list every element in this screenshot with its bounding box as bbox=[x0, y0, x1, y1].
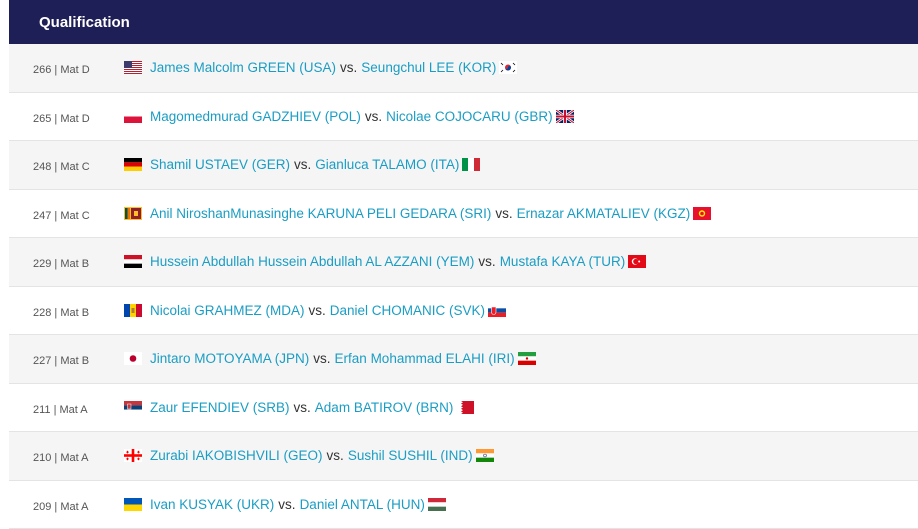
athlete-a-link[interactable]: Zurabi IAKOBISHVILI (GEO) bbox=[150, 448, 323, 463]
versus-label: vs. bbox=[313, 351, 330, 366]
ita-flag-icon bbox=[462, 158, 480, 171]
bout-row: 227 | Mat B Jintaro MOTOYAMA (JPN) vs. Erfa… bbox=[9, 335, 918, 384]
tur-flag-icon bbox=[628, 255, 646, 268]
bout-match: Nicolai GRAHMEZ (MDA) vs. Daniel CHOMANIC … bbox=[124, 303, 506, 318]
bout-match: Hussein Abdullah Hussein Abdullah AL AZZ… bbox=[124, 254, 646, 269]
athlete-a-link[interactable]: Ivan KUSYAK (UKR) bbox=[150, 497, 274, 512]
bout-number-mat: 248 | Mat C bbox=[9, 161, 124, 173]
athlete-b-link[interactable]: Erfan Mohammad ELAHI (IRI) bbox=[335, 351, 515, 366]
athlete-b-link[interactable]: Seungchul LEE (KOR) bbox=[361, 60, 496, 75]
ind-flag-icon bbox=[476, 449, 494, 462]
bout-match: Shamil USTAEV (GER) vs. Gianluca TALAMO (I… bbox=[124, 157, 480, 172]
kgz-flag-icon bbox=[693, 207, 711, 220]
athlete-a-link[interactable]: Nicolai GRAHMEZ (MDA) bbox=[150, 303, 305, 318]
bout-row: 247 | Mat C Anil NiroshanMunasinghe KARUN… bbox=[9, 190, 918, 239]
bout-row: 228 | Mat B Nicolai GRAHMEZ (MDA) vs. Danie… bbox=[9, 287, 918, 336]
bout-row: 265 | Mat D Magomedmurad GADZHIEV (POL) vs… bbox=[9, 93, 918, 142]
athlete-b-link[interactable]: Gianluca TALAMO (ITA) bbox=[315, 157, 459, 172]
bout-number-mat: 228 | Mat B bbox=[9, 307, 124, 319]
bout-row: 211 | Mat A Zaur EFENDIEV (SRB) vs. Adam BA… bbox=[9, 384, 918, 433]
athlete-b-link[interactable]: Daniel CHOMANIC (SVK) bbox=[330, 303, 485, 318]
bout-number-mat: 209 | Mat A bbox=[9, 501, 124, 513]
mda-flag-icon bbox=[124, 304, 142, 317]
versus-label: vs. bbox=[278, 497, 295, 512]
athlete-b-link[interactable]: Sushil SUSHIL (IND) bbox=[348, 448, 473, 463]
athlete-b-link[interactable]: Daniel ANTAL (HUN) bbox=[300, 497, 425, 512]
bout-number-mat: 266 | Mat D bbox=[9, 64, 124, 76]
versus-label: vs. bbox=[309, 303, 326, 318]
versus-label: vs. bbox=[365, 109, 382, 124]
athlete-a-link[interactable]: James Malcolm GREEN (USA) bbox=[150, 60, 336, 75]
versus-label: vs. bbox=[294, 400, 311, 415]
bout-number-mat: 210 | Mat A bbox=[9, 452, 124, 464]
versus-label: vs. bbox=[478, 254, 495, 269]
bout-match: James Malcolm GREEN (USA) vs. Seungchul LE… bbox=[124, 60, 517, 75]
athlete-b-link[interactable]: Mustafa KAYA (TUR) bbox=[500, 254, 626, 269]
brn-flag-icon bbox=[456, 401, 474, 414]
bout-number-mat: 211 | Mat A bbox=[9, 404, 124, 416]
hun-flag-icon bbox=[428, 498, 446, 511]
bout-row: 248 | Mat C Shamil USTAEV (GER) vs. Gianluc… bbox=[9, 141, 918, 190]
iri-flag-icon bbox=[518, 352, 536, 365]
athlete-a-link[interactable]: Anil NiroshanMunasinghe KARUNA PELI GEDA… bbox=[150, 206, 491, 221]
ukr-flag-icon bbox=[124, 498, 142, 511]
kor-flag-icon bbox=[499, 61, 517, 74]
bout-row: 266 | Mat D James Malcolm GREEN (USA) vs. S… bbox=[9, 44, 918, 93]
athlete-a-link[interactable]: Shamil USTAEV (GER) bbox=[150, 157, 290, 172]
gbr-flag-icon bbox=[556, 110, 574, 123]
yem-flag-icon bbox=[124, 255, 142, 268]
bout-match: Anil NiroshanMunasinghe KARUNA PELI GEDA… bbox=[124, 206, 711, 221]
bout-match: Zaur EFENDIEV (SRB) vs. Adam BATIROV (BRN) bbox=[124, 400, 474, 415]
geo-flag-icon bbox=[124, 449, 142, 462]
versus-label: vs. bbox=[495, 206, 512, 221]
bout-number-mat: 265 | Mat D bbox=[9, 113, 124, 125]
sri-flag-icon bbox=[124, 207, 142, 220]
athlete-a-link[interactable]: Zaur EFENDIEV (SRB) bbox=[150, 400, 290, 415]
section-title: Qualification bbox=[39, 14, 130, 31]
bout-match: Ivan KUSYAK (UKR) vs. Daniel ANTAL (HUN) bbox=[124, 497, 446, 512]
bout-number-mat: 227 | Mat B bbox=[9, 355, 124, 367]
athlete-a-link[interactable]: Hussein Abdullah Hussein Abdullah AL AZZ… bbox=[150, 254, 474, 269]
ger-flag-icon bbox=[124, 158, 142, 171]
bout-number-mat: 229 | Mat B bbox=[9, 258, 124, 270]
athlete-a-link[interactable]: Magomedmurad GADZHIEV (POL) bbox=[150, 109, 361, 124]
pol-flag-icon bbox=[124, 110, 142, 123]
athlete-b-link[interactable]: Adam BATIROV (BRN) bbox=[315, 400, 454, 415]
svk-flag-icon bbox=[488, 304, 506, 317]
bout-number-mat: 247 | Mat C bbox=[9, 210, 124, 222]
bout-row: 229 | Mat B Hussein Abdullah Hussein Abdu… bbox=[9, 238, 918, 287]
bout-match: Zurabi IAKOBISHVILI (GEO) vs. Sushil SUSHI… bbox=[124, 448, 494, 463]
bout-match: Magomedmurad GADZHIEV (POL) vs. Nicolae CO… bbox=[124, 109, 574, 124]
versus-label: vs. bbox=[340, 60, 357, 75]
usa-flag-icon bbox=[124, 61, 142, 74]
athlete-b-link[interactable]: Ernazar AKMATALIEV (KGZ) bbox=[517, 206, 691, 221]
versus-label: vs. bbox=[327, 448, 344, 463]
bout-match: Jintaro MOTOYAMA (JPN) vs. Erfan Mohammad … bbox=[124, 351, 536, 366]
jpn-flag-icon bbox=[124, 352, 142, 365]
athlete-b-link[interactable]: Nicolae COJOCARU (GBR) bbox=[386, 109, 553, 124]
srb-flag-icon bbox=[124, 401, 142, 414]
bout-row: 210 | Mat A Zurabi IAKOBISHVILI (GEO) vs. S… bbox=[9, 432, 918, 481]
section-header: Qualification bbox=[9, 0, 918, 44]
bout-row: 209 | Mat A Ivan KUSYAK (UKR) vs. Daniel AN… bbox=[9, 481, 918, 529]
versus-label: vs. bbox=[294, 157, 311, 172]
athlete-a-link[interactable]: Jintaro MOTOYAMA (JPN) bbox=[150, 351, 309, 366]
